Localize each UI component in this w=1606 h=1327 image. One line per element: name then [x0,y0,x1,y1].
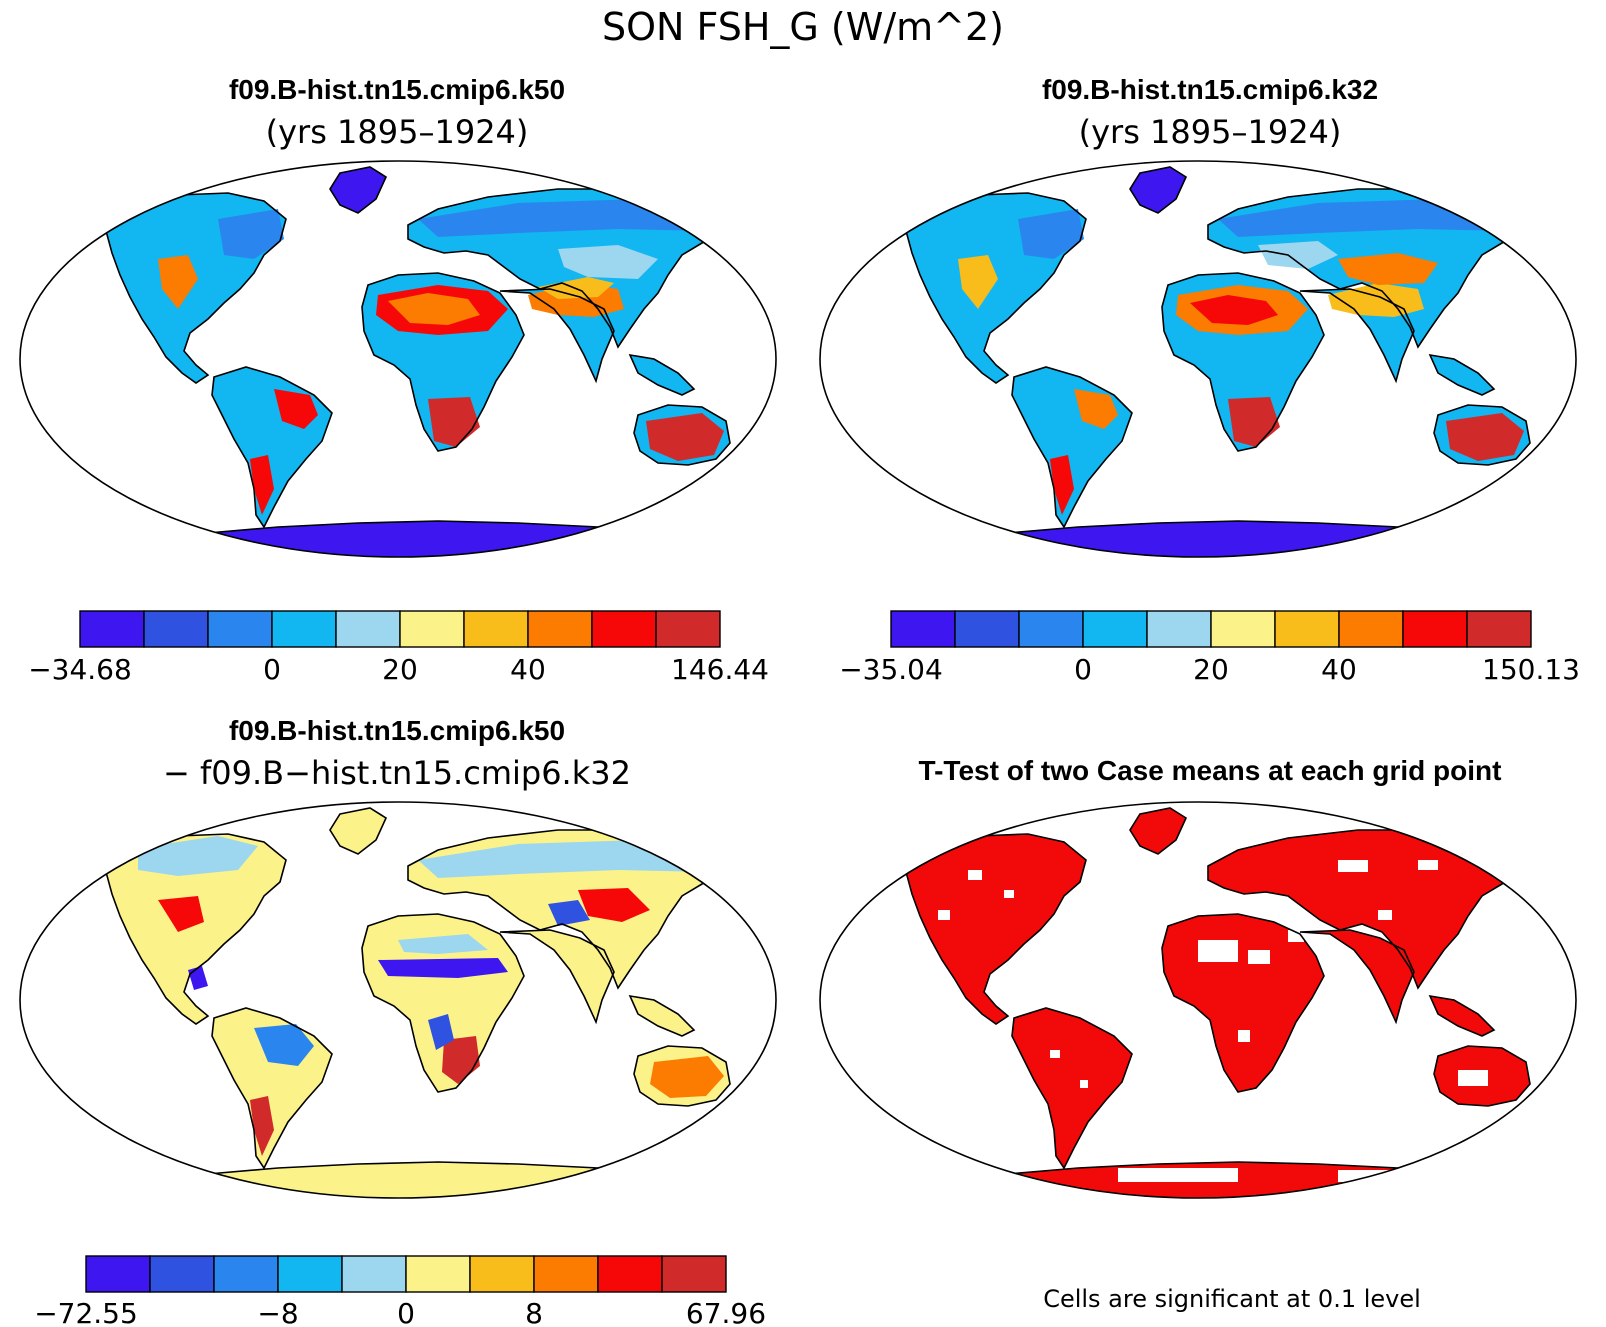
colorbar-segment [335,610,401,648]
panel-difference: f09.B-hist.tn15.cmip6.k50 − f09.B−hist.t… [19,715,777,1327]
colorbar-tick-label: −72.55 [34,1297,138,1327]
panel-4-footnote: Cells are significant at 0.1 level [1043,1285,1421,1313]
colorbar-segment [1402,610,1468,648]
colorbar-segment [1146,610,1212,648]
colorbar-segment [277,1255,343,1293]
panel-3-title: f09.B-hist.tn15.cmip6.k50 [229,715,565,746]
panel-1-title: f09.B-hist.tn15.cmip6.k50 [229,74,565,105]
colorbar-segment [271,610,337,648]
panel-2-subtitle: (yrs 1895–1924) [1079,113,1342,151]
colorbar-tick-label: 20 [382,653,418,686]
colorbar-segment [597,1255,663,1293]
panel-1-subtitle: (yrs 1895–1924) [266,113,529,151]
colorbar-segment [1274,610,1340,648]
colorbar-tick-label: 146.44 [671,653,769,686]
colorbar-tick-label: 40 [510,653,546,686]
colorbar-tick-label: 0 [397,1297,415,1327]
colorbar-tick-label: −34.68 [28,653,132,686]
panel-2-map [819,160,1577,558]
colorbar-segment [463,610,529,648]
colorbar-segment [143,610,209,648]
panel-3-map [19,801,777,1199]
colorbar-segment [469,1255,535,1293]
colorbar-segment [207,610,273,648]
panel-2-title: f09.B-hist.tn15.cmip6.k32 [1042,74,1378,105]
colorbar-segment [655,610,721,648]
colorbar-tick-label: 20 [1193,653,1229,686]
colorbar-segment [533,1255,599,1293]
colorbar-tick-label: 8 [525,1297,543,1327]
colorbar-segment [405,1255,471,1293]
panel-case-k32: f09.B-hist.tn15.cmip6.k32 (yrs 1895–1924… [819,74,1580,686]
colorbar-tick-label: −35.04 [839,653,943,686]
colorbar-segment [1082,610,1148,648]
colorbar-tick-label: 150.13 [1482,653,1580,686]
colorbar-segment [890,610,956,648]
colorbar-tick-label: 40 [1321,653,1357,686]
colorbar-segment [341,1255,407,1293]
panel-3-colorbar: −72.55 −8 0 8 67.96 [34,1255,766,1327]
panel-3-subtitle: − f09.B−hist.tn15.cmip6.k32 [163,754,631,792]
colorbar-segment [1338,610,1404,648]
colorbar-segment [591,610,657,648]
colorbar-segment [213,1255,279,1293]
colorbar-segment [527,610,593,648]
panel-2-colorbar: −35.04 0 20 40 150.13 [839,610,1580,686]
colorbar-segment [1018,610,1084,648]
colorbar-segment [149,1255,215,1293]
colorbar-segment [1210,610,1276,648]
panel-1-map [19,160,777,558]
colorbar-tick-label: −8 [257,1297,298,1327]
panel-ttest: T-Test of two Case means at each grid po… [819,755,1577,1313]
panel-case-k50: f09.B-hist.tn15.cmip6.k50 (yrs 1895–1924… [19,74,777,686]
panel-1-colorbar: −34.68 0 20 40 146.44 [28,610,769,686]
colorbar-tick-label: 0 [263,653,281,686]
figure-title: SON FSH_G (W/m^2) [602,5,1004,49]
panel-4-map [819,801,1577,1199]
colorbar-segment [79,610,145,648]
colorbar-segment [954,610,1020,648]
colorbar-tick-label: 67.96 [686,1297,766,1327]
colorbar-segment [1466,610,1532,648]
panel-4-title: T-Test of two Case means at each grid po… [919,755,1502,786]
colorbar-segment [399,610,465,648]
colorbar-segment [661,1255,727,1293]
colorbar-segment [85,1255,151,1293]
colorbar-tick-label: 0 [1074,653,1092,686]
